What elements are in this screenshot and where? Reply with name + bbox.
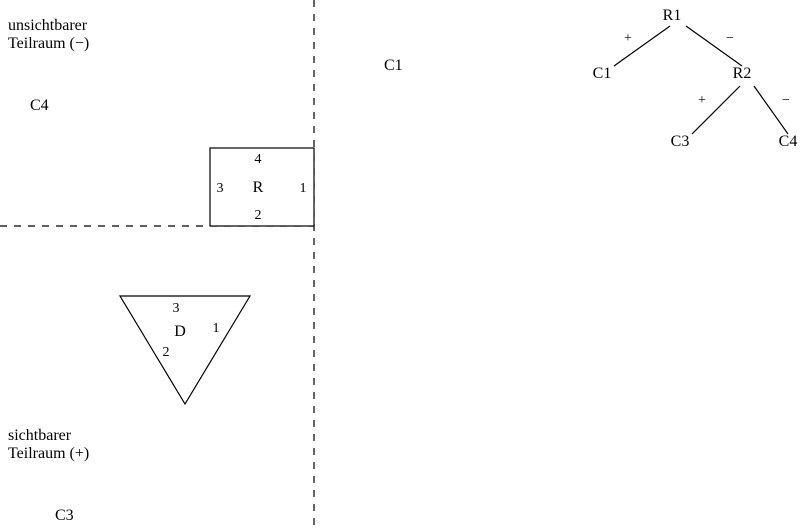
label-sichtbar-1: sichtbarer — [8, 427, 72, 444]
tree-edge-sign: + — [698, 93, 706, 108]
triangle-d — [120, 296, 250, 404]
rect-r-label: R — [253, 179, 264, 196]
tree-edge-sign: − — [726, 31, 734, 46]
tree-node-c4: C4 — [779, 133, 798, 150]
label-c1: C1 — [384, 57, 403, 74]
label-c4: C4 — [30, 97, 49, 114]
tree-node-r2: R2 — [733, 65, 752, 82]
tree-edge — [614, 26, 670, 66]
triangle-d-side-left: 2 — [163, 345, 170, 360]
label-unsichtbar-2: Teilraum (−) — [8, 35, 89, 52]
triangle-d-side-top: 3 — [173, 301, 180, 316]
rect-r-side-left: 3 — [217, 181, 224, 196]
tree-node-c1: C1 — [593, 65, 612, 82]
rect-r-side-bottom: 2 — [255, 208, 262, 223]
tree-edge-sign: + — [624, 31, 632, 46]
triangle-d-side-right: 1 — [213, 321, 220, 336]
label-c3: C3 — [55, 507, 74, 524]
label-sichtbar-2: Teilraum (+) — [8, 445, 89, 462]
triangle-d-label: D — [174, 323, 186, 340]
tree-node-c3: C3 — [671, 133, 690, 150]
rect-r-side-top: 4 — [255, 152, 262, 167]
rect-r-side-right: 1 — [300, 181, 307, 196]
tree-edge-sign: − — [782, 93, 790, 108]
label-unsichtbar-1: unsichtbarer — [8, 17, 88, 34]
tree-node-r1: R1 — [663, 7, 682, 24]
